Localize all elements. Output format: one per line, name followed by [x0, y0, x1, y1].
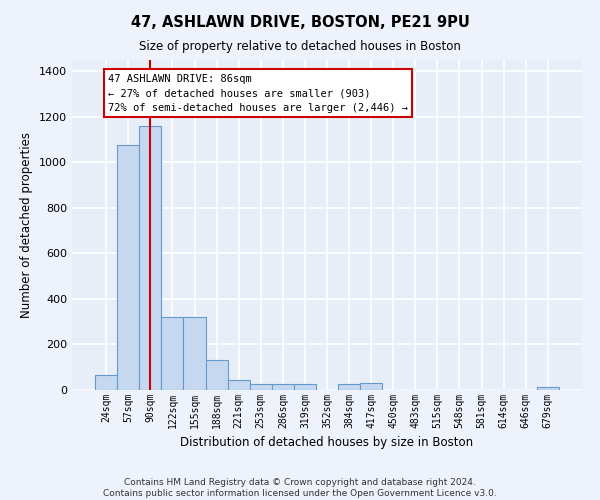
Bar: [139, 126, 161, 390]
Bar: [95, 375, 117, 390]
X-axis label: Distribution of detached houses by size in Boston: Distribution of detached houses by size …: [181, 436, 473, 450]
Bar: [360, 383, 382, 390]
Bar: [338, 384, 360, 390]
Text: Size of property relative to detached houses in Boston: Size of property relative to detached ho…: [139, 40, 461, 53]
Bar: [117, 146, 139, 390]
Bar: [294, 384, 316, 390]
Bar: [272, 384, 294, 390]
Bar: [227, 380, 250, 390]
Y-axis label: Number of detached properties: Number of detached properties: [20, 132, 34, 318]
Bar: [161, 317, 184, 390]
Bar: [184, 317, 206, 390]
Text: 47 ASHLAWN DRIVE: 86sqm
← 27% of detached houses are smaller (903)
72% of semi-d: 47 ASHLAWN DRIVE: 86sqm ← 27% of detache…: [108, 74, 408, 114]
Text: 47, ASHLAWN DRIVE, BOSTON, PE21 9PU: 47, ASHLAWN DRIVE, BOSTON, PE21 9PU: [131, 15, 469, 30]
Bar: [250, 384, 272, 390]
Bar: [537, 386, 559, 390]
Text: Contains HM Land Registry data © Crown copyright and database right 2024.
Contai: Contains HM Land Registry data © Crown c…: [103, 478, 497, 498]
Bar: [206, 360, 227, 390]
